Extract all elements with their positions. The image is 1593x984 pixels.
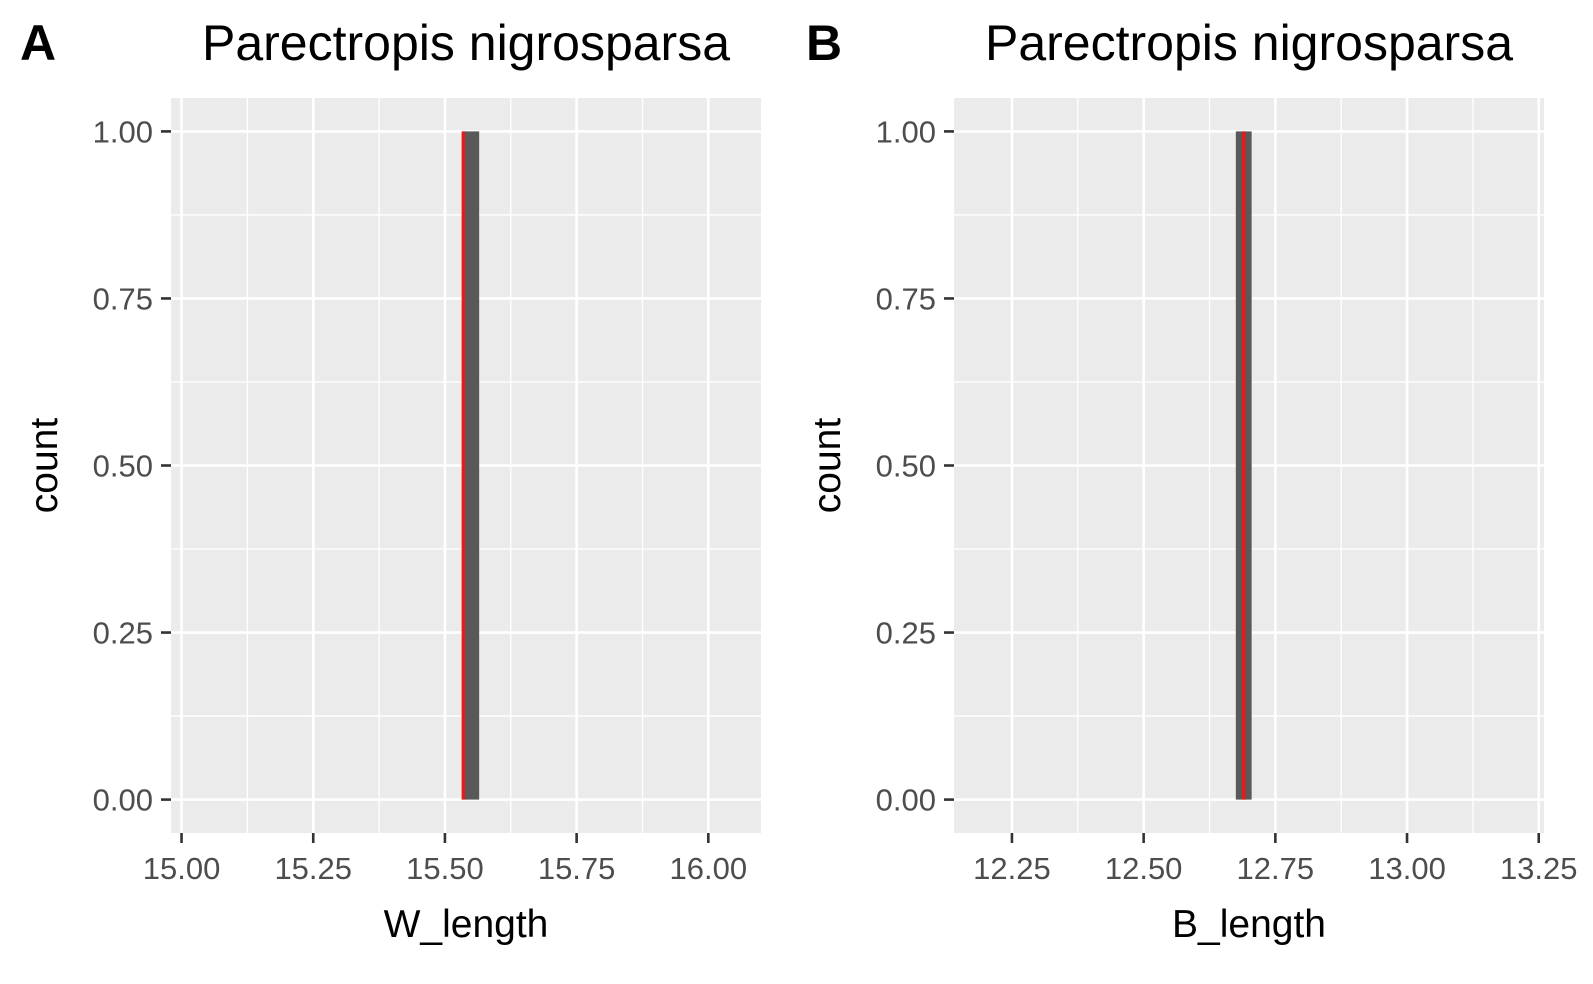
panel-b-y-tick-label: 0.50 (876, 449, 936, 484)
panel-a-histogram-bar (463, 131, 480, 800)
panel-a-x-tick-label: 15.25 (274, 851, 352, 886)
panel-b-y-tick-label: 1.00 (876, 114, 936, 149)
panel-a-y-tick-label: 0.50 (93, 449, 153, 484)
panel-a-y-tick-label: 0.25 (93, 616, 153, 651)
panel-b-x-tick-label: 13.25 (1500, 851, 1578, 886)
panel-a-y-tick-label: 1.00 (93, 114, 153, 149)
panel-b-plot: 0.00 0.25 0.50 0.75 1.00 12.25 12.50 12.75 13.00… (806, 98, 1578, 946)
panel-b-x-tick-label: 12.75 (1237, 851, 1315, 886)
panel-a-x-tick-label: 15.00 (143, 851, 221, 886)
panel-b-x-axis-title: B_length (1172, 903, 1326, 946)
panel-a-y-axis-title: count (23, 418, 66, 514)
panel-a-label: A (20, 15, 57, 71)
panel-b-label: B (806, 15, 843, 71)
panel-b-x-tick-label: 12.25 (973, 851, 1051, 886)
panel-b-x-tick-label: 13.00 (1368, 851, 1446, 886)
panel-a-x-tick-label: 16.00 (670, 851, 748, 886)
panel-b-y-tick-label: 0.25 (876, 616, 936, 651)
panel-b-title: Parectropis nigrosparsa (984, 15, 1514, 71)
panel-b-y-tick-label: 0.75 (876, 281, 936, 316)
panel-b-y-axis-title: count (806, 418, 849, 514)
panel-a-plot: 0.00 0.25 0.50 0.75 1.00 15.00 15.25 15.50 15.75… (23, 98, 761, 946)
panel-a-y-tick-label: 0.00 (93, 783, 153, 818)
panel-a-x-tick-label: 15.50 (406, 851, 484, 886)
panel-b-y-tick-label: 0.00 (876, 783, 936, 818)
panel-a-y-tick-label: 0.75 (93, 281, 153, 316)
panel-a-x-axis-title: W_length (384, 903, 549, 946)
panel-b-x-tick-label: 12.50 (1105, 851, 1183, 886)
panel-a-x-tick-label: 15.75 (538, 851, 616, 886)
panel-a-title: Parectropis nigrosparsa (201, 15, 731, 71)
